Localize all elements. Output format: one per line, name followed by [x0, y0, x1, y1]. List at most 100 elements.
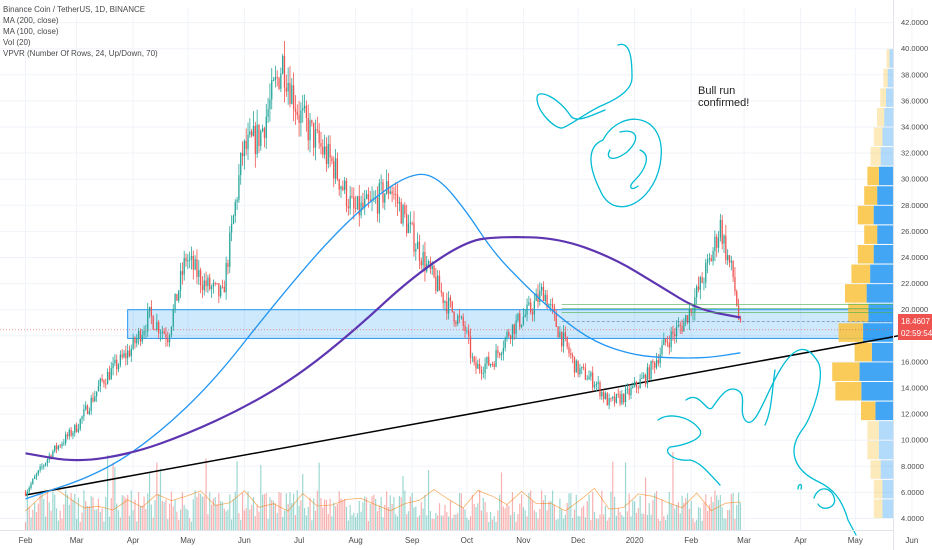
candle [210, 286, 213, 290]
candle [420, 260, 422, 266]
volume-bar [280, 492, 282, 530]
volume-bar [420, 502, 422, 530]
volume-bar [593, 511, 596, 530]
volume-bar [251, 504, 253, 530]
volume-bar [531, 500, 534, 530]
vpvr-row-down [883, 68, 888, 88]
volume-bar [165, 499, 167, 530]
candle [480, 369, 483, 374]
volume-bar [477, 503, 479, 530]
candle [564, 332, 566, 337]
legend-vpvr[interactable]: VPVR (Number Of Rows, 24, Up/Down, 70) [3, 49, 158, 58]
volume-bar [528, 492, 530, 530]
trendline[interactable] [25, 325, 932, 496]
volume-bar [241, 492, 244, 530]
candle [72, 432, 74, 436]
volume-bar [324, 499, 326, 530]
volume-bar [365, 497, 368, 530]
volume-bar [659, 520, 661, 530]
candle [659, 354, 661, 364]
candle [176, 293, 178, 301]
volume-bar [179, 509, 182, 530]
candle [393, 193, 395, 195]
legend-volume[interactable]: Vol (20) [3, 38, 31, 47]
volume-bar [77, 497, 80, 530]
candle [530, 302, 532, 313]
volume-bar [220, 501, 222, 530]
volume-bar [550, 501, 552, 530]
legend-ma100[interactable]: MA (100, close) [3, 27, 59, 36]
candle [579, 368, 581, 375]
volume-bar [604, 505, 607, 530]
candle [562, 332, 565, 347]
volume-bar [533, 510, 535, 530]
volume-bar [136, 521, 138, 530]
volume-bar [269, 497, 271, 530]
candle [167, 338, 169, 343]
candles [24, 40, 742, 497]
time-axis[interactable]: Feb Mar Apr May Jun Jul Aug Sep Oct Nov Dec 2020 Feb… [0, 530, 918, 546]
candle [535, 293, 537, 302]
candle [431, 265, 433, 270]
legend-ma200[interactable]: MA (200, close) [3, 16, 59, 25]
candle [593, 385, 596, 388]
candle [482, 373, 484, 374]
volume-bar [708, 504, 711, 530]
volume-bar [50, 510, 52, 530]
volume-bar [263, 494, 266, 530]
annotation-bull-run[interactable]: Bull run confirmed! [698, 85, 749, 109]
price-tick-label: 4.0000 [901, 514, 924, 523]
vpvr-row-down [835, 381, 862, 401]
volume-bar [86, 506, 89, 530]
candle [139, 330, 142, 342]
volume-bar [159, 468, 162, 530]
candle [232, 215, 235, 224]
volume-bar [384, 504, 386, 530]
candle [294, 108, 297, 112]
candle [283, 56, 286, 88]
candle [646, 367, 649, 385]
annotation-line-2: confirmed! [698, 97, 749, 109]
candle [65, 434, 67, 443]
candle [143, 331, 145, 336]
vpvr-row-down [848, 303, 869, 323]
price-axis[interactable]: 4.0000 6.0000 8.0000 10.0000 12.0000 14.0000 1… [893, 0, 929, 550]
candle [353, 197, 355, 209]
candle [621, 393, 623, 404]
volume-bar [588, 494, 590, 530]
time-tick-label: Mar [70, 536, 84, 545]
legend-symbol[interactable]: Binance Coin / TetherUS, 1D, BINANCE [3, 5, 146, 14]
volume-bar [207, 514, 209, 530]
candle [203, 280, 205, 291]
volume-bar [646, 514, 649, 530]
volume-bar [696, 519, 698, 530]
volume-bar [705, 494, 707, 530]
candle [190, 255, 193, 259]
candle [665, 338, 667, 342]
volume-bar [139, 505, 142, 530]
volume-bar [318, 462, 320, 530]
volume-bar [619, 512, 621, 530]
candle [451, 301, 453, 312]
volume-bar [201, 496, 204, 530]
volume-bar [187, 510, 189, 530]
freehand-drawings[interactable] [536, 43, 857, 536]
volume-bar [395, 514, 397, 530]
volume-bar [147, 493, 149, 530]
volume-bar [232, 499, 235, 530]
volume-bar [229, 494, 231, 530]
candle [158, 321, 160, 334]
candle [234, 201, 236, 216]
volume-bar [510, 515, 512, 530]
volume-bar [192, 499, 194, 530]
candle [546, 294, 548, 308]
volume-bar [161, 500, 163, 530]
candle [229, 232, 231, 267]
candle [287, 82, 289, 92]
volume-bar [730, 494, 732, 530]
volume-bar [39, 493, 41, 530]
volume-bar [457, 513, 459, 530]
volume-bar [362, 502, 364, 530]
volume-bar [606, 520, 608, 530]
